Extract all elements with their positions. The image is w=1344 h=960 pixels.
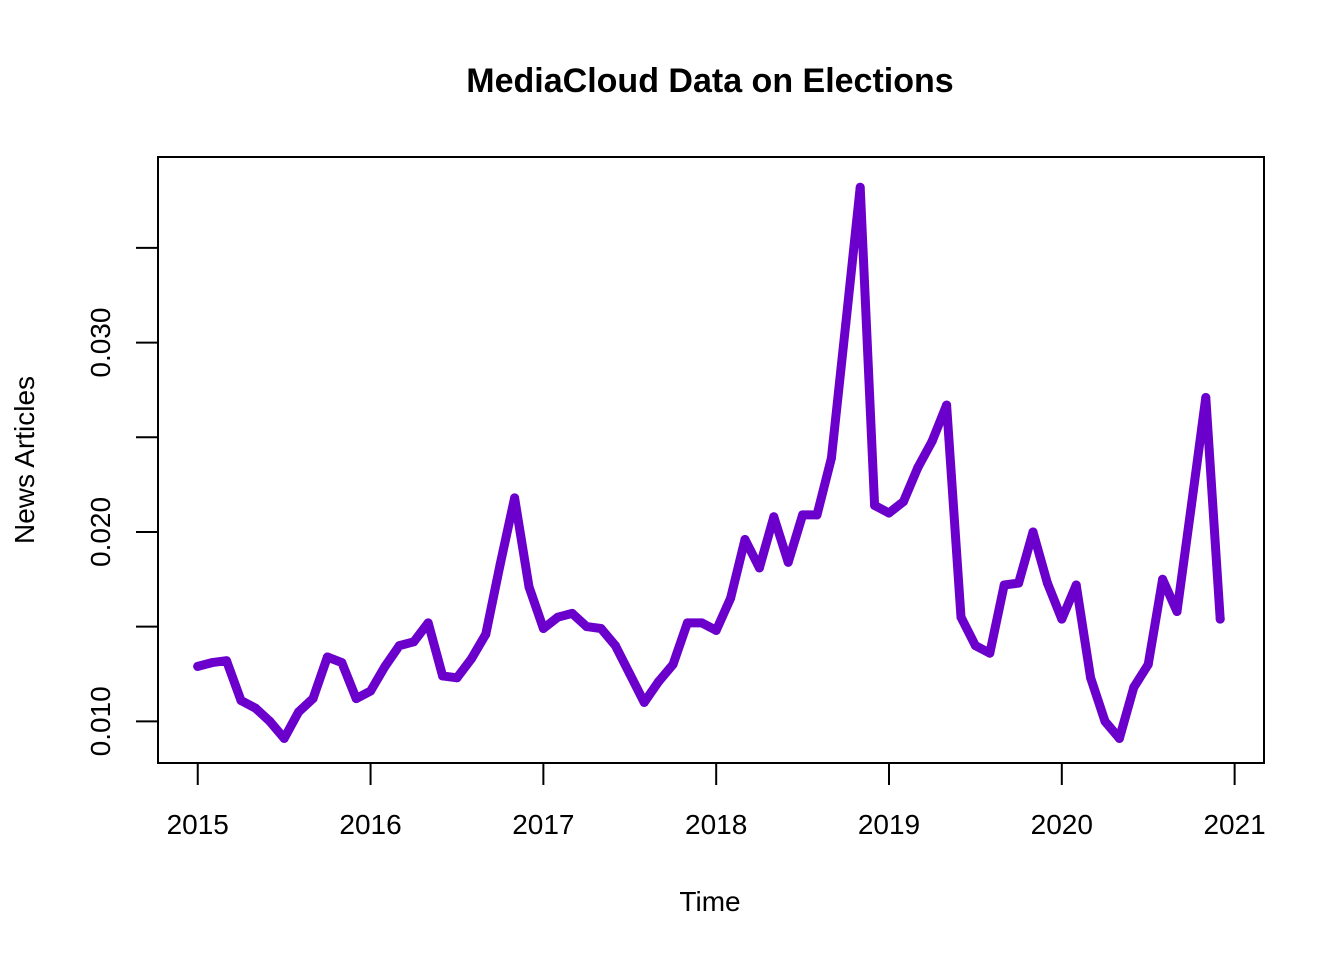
data-point bbox=[438, 671, 448, 681]
y-tick-label: 0.010 bbox=[85, 686, 116, 756]
data-point bbox=[754, 563, 764, 573]
data-point bbox=[452, 673, 462, 683]
data-point bbox=[1028, 527, 1038, 537]
y-tick-label: 0.030 bbox=[85, 308, 116, 378]
data-point bbox=[1143, 660, 1153, 669]
data-point bbox=[898, 497, 908, 507]
data-point bbox=[380, 661, 390, 671]
data-point bbox=[366, 686, 376, 696]
data-point bbox=[956, 612, 966, 622]
data-point bbox=[409, 637, 419, 647]
x-tick-label: 2016 bbox=[339, 809, 401, 840]
data-point bbox=[308, 694, 318, 704]
data-point bbox=[1057, 614, 1067, 624]
data-point bbox=[596, 624, 606, 633]
data-point bbox=[394, 641, 404, 651]
data-point bbox=[625, 669, 635, 679]
data-point bbox=[337, 658, 347, 668]
series-line bbox=[193, 182, 1225, 743]
data-point bbox=[265, 716, 275, 726]
data-point bbox=[639, 697, 649, 707]
data-point bbox=[870, 500, 880, 510]
data-point bbox=[466, 654, 476, 664]
x-tick-label: 2019 bbox=[858, 809, 920, 840]
data-point bbox=[193, 661, 203, 671]
data-point bbox=[913, 463, 923, 473]
data-point bbox=[783, 557, 793, 567]
data-point bbox=[250, 703, 260, 713]
data-point bbox=[985, 648, 995, 658]
data-point bbox=[884, 508, 894, 518]
data-point bbox=[1129, 682, 1139, 692]
data-point bbox=[222, 656, 231, 666]
data-point bbox=[1042, 578, 1052, 588]
data-point bbox=[1114, 733, 1124, 743]
data-point bbox=[798, 510, 808, 520]
data-point bbox=[423, 618, 433, 628]
x-axis-label: Time bbox=[679, 886, 740, 917]
data-point bbox=[1071, 580, 1081, 590]
data-point bbox=[567, 608, 577, 618]
data-point bbox=[826, 453, 836, 463]
data-point bbox=[481, 629, 491, 639]
data-point bbox=[1014, 578, 1024, 588]
y-axis: 0.010 0.020 0.030 bbox=[85, 246, 159, 756]
data-point bbox=[1172, 607, 1182, 616]
x-tick-label: 2018 bbox=[685, 809, 747, 840]
data-point bbox=[279, 733, 289, 743]
data-point bbox=[351, 694, 361, 704]
data-point bbox=[855, 182, 865, 192]
data-points bbox=[193, 182, 1225, 743]
x-tick-label: 2017 bbox=[512, 809, 574, 840]
data-point bbox=[524, 582, 534, 592]
data-point bbox=[942, 400, 952, 410]
chart-title: MediaCloud Data on Elections bbox=[466, 62, 953, 100]
data-point bbox=[812, 510, 822, 520]
data-point bbox=[236, 696, 246, 705]
data-point bbox=[207, 658, 217, 668]
x-tick-label: 2015 bbox=[167, 809, 229, 840]
data-point bbox=[1086, 673, 1096, 683]
data-point bbox=[927, 436, 937, 446]
data-point bbox=[1186, 500, 1196, 510]
data-point bbox=[682, 618, 692, 628]
data-point bbox=[668, 660, 678, 669]
data-point bbox=[740, 535, 750, 544]
data-point bbox=[553, 612, 563, 622]
y-axis-label: News Articles bbox=[9, 376, 40, 544]
data-point bbox=[726, 593, 736, 603]
x-tick-label: 2021 bbox=[1203, 809, 1265, 840]
data-point bbox=[769, 512, 779, 522]
data-point bbox=[999, 580, 1009, 590]
data-point bbox=[610, 641, 620, 651]
data-point bbox=[1158, 574, 1168, 584]
data-point bbox=[841, 319, 851, 329]
data-point bbox=[582, 622, 592, 632]
data-point bbox=[495, 559, 505, 569]
data-point bbox=[654, 677, 664, 687]
x-axis: 2015 2016 2017 2018 2019 2020 2021 bbox=[167, 762, 1266, 840]
data-point bbox=[294, 707, 304, 717]
data-point bbox=[322, 652, 332, 662]
data-point bbox=[711, 625, 721, 635]
data-point bbox=[510, 493, 520, 503]
data-point bbox=[697, 618, 707, 628]
x-tick-label: 2020 bbox=[1031, 809, 1093, 840]
data-point bbox=[1215, 614, 1225, 624]
y-tick-label: 0.020 bbox=[85, 497, 116, 567]
data-point bbox=[1201, 393, 1211, 402]
data-point bbox=[538, 624, 548, 633]
data-point bbox=[970, 641, 980, 651]
data-point bbox=[1100, 716, 1110, 726]
